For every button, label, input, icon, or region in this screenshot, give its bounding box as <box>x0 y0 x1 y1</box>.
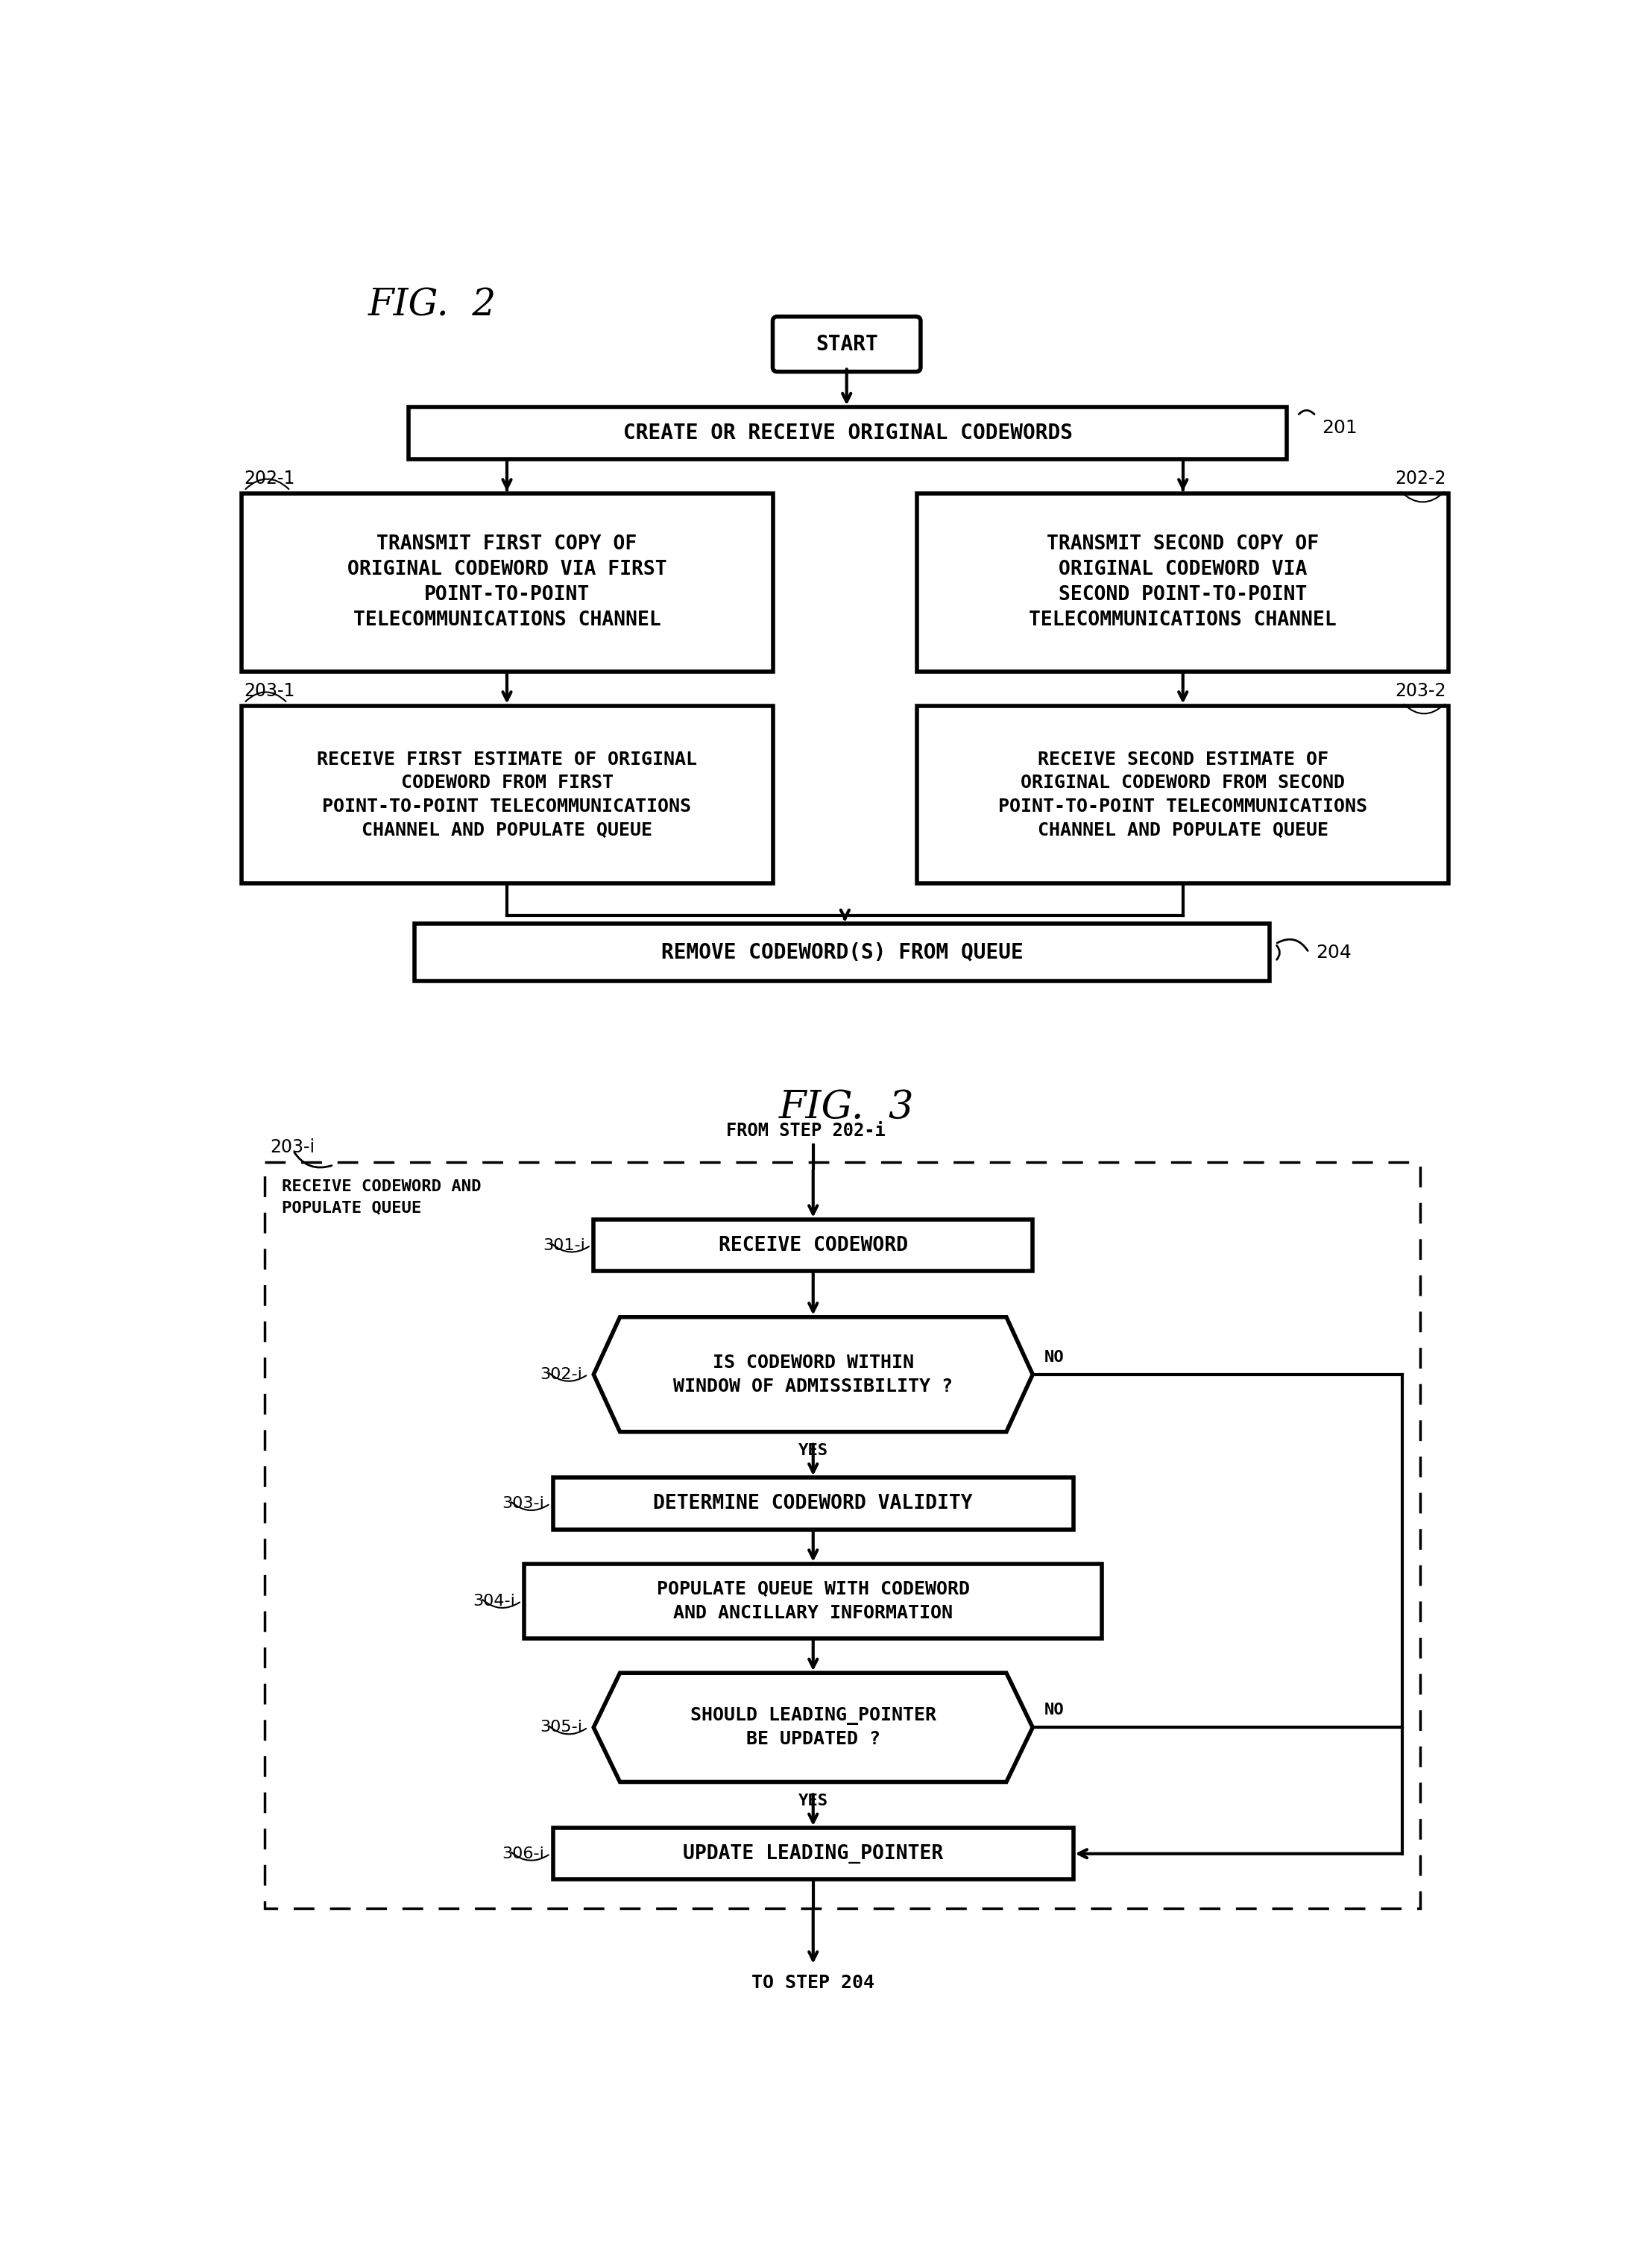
Bar <box>553 1478 1074 1530</box>
Text: SHOULD LEADING_POINTER
BE UPDATED ?: SHOULD LEADING_POINTER BE UPDATED ? <box>691 1707 937 1747</box>
Text: 203-i: 203-i <box>269 1139 316 1157</box>
Text: DETERMINE CODEWORD VALIDITY: DETERMINE CODEWORD VALIDITY <box>654 1494 973 1514</box>
Text: 204: 204 <box>1315 943 1351 961</box>
Text: YES: YES <box>798 1444 828 1458</box>
Bar <box>408 407 1287 458</box>
Text: 202-2: 202-2 <box>1394 469 1446 487</box>
FancyBboxPatch shape <box>773 317 920 371</box>
Text: 303-i: 303-i <box>502 1496 545 1512</box>
Text: 301-i: 301-i <box>542 1238 585 1253</box>
Text: FROM STEP 202-i: FROM STEP 202-i <box>727 1121 885 1139</box>
Text: 305-i: 305-i <box>540 1720 582 1734</box>
Text: RECEIVE CODEWORD AND
POPULATE QUEUE: RECEIVE CODEWORD AND POPULATE QUEUE <box>281 1179 481 1215</box>
Bar <box>524 1563 1102 1640</box>
Bar <box>553 1828 1074 1880</box>
Text: TRANSMIT SECOND COPY OF
ORIGINAL CODEWORD VIA
SECOND POINT-TO-POINT
TELECOMMUNIC: TRANSMIT SECOND COPY OF ORIGINAL CODEWOR… <box>1029 535 1336 631</box>
Text: NO: NO <box>1044 1702 1064 1718</box>
Text: TRANSMIT FIRST COPY OF
ORIGINAL CODEWORD VIA FIRST
POINT-TO-POINT
TELECOMMUNICAT: TRANSMIT FIRST COPY OF ORIGINAL CODEWORD… <box>347 535 667 631</box>
Text: 202-1: 202-1 <box>244 469 296 487</box>
Text: 203-2: 203-2 <box>1394 683 1446 701</box>
Text: 306-i: 306-i <box>502 1846 545 1862</box>
Bar <box>415 923 1270 982</box>
Polygon shape <box>593 1316 1032 1433</box>
Bar <box>241 705 773 883</box>
Text: POPULATE QUEUE WITH CODEWORD
AND ANCILLARY INFORMATION: POPULATE QUEUE WITH CODEWORD AND ANCILLA… <box>656 1581 970 1622</box>
Text: CREATE OR RECEIVE ORIGINAL CODEWORDS: CREATE OR RECEIVE ORIGINAL CODEWORDS <box>623 422 1072 442</box>
Text: 304-i: 304-i <box>472 1595 515 1608</box>
Text: YES: YES <box>798 1795 828 1808</box>
Text: TO STEP 204: TO STEP 204 <box>752 1974 874 1992</box>
Bar <box>917 494 1449 672</box>
Text: UPDATE LEADING_POINTER: UPDATE LEADING_POINTER <box>682 1844 943 1864</box>
Text: FIG.  2: FIG. 2 <box>368 287 497 323</box>
Bar <box>241 494 773 672</box>
Text: START: START <box>816 335 877 355</box>
Text: RECEIVE FIRST ESTIMATE OF ORIGINAL
CODEWORD FROM FIRST
POINT-TO-POINT TELECOMMUN: RECEIVE FIRST ESTIMATE OF ORIGINAL CODEW… <box>317 750 697 840</box>
Text: 203-1: 203-1 <box>244 683 296 701</box>
Bar <box>593 1220 1032 1271</box>
Polygon shape <box>593 1673 1032 1781</box>
Text: NO: NO <box>1044 1350 1064 1366</box>
Text: RECEIVE CODEWORD: RECEIVE CODEWORD <box>719 1235 909 1256</box>
Text: 302-i: 302-i <box>540 1368 582 1381</box>
Text: 201: 201 <box>1322 418 1358 436</box>
Text: FIG.  3: FIG. 3 <box>780 1089 914 1127</box>
Text: IS CODEWORD WITHIN
WINDOW OF ADMISSIBILITY ?: IS CODEWORD WITHIN WINDOW OF ADMISSIBILI… <box>674 1354 953 1395</box>
Text: RECEIVE SECOND ESTIMATE OF
ORIGINAL CODEWORD FROM SECOND
POINT-TO-POINT TELECOMM: RECEIVE SECOND ESTIMATE OF ORIGINAL CODE… <box>998 750 1368 840</box>
Text: REMOVE CODEWORD(S) FROM QUEUE: REMOVE CODEWORD(S) FROM QUEUE <box>661 941 1023 964</box>
Bar <box>264 1161 1419 1909</box>
Bar <box>917 705 1449 883</box>
